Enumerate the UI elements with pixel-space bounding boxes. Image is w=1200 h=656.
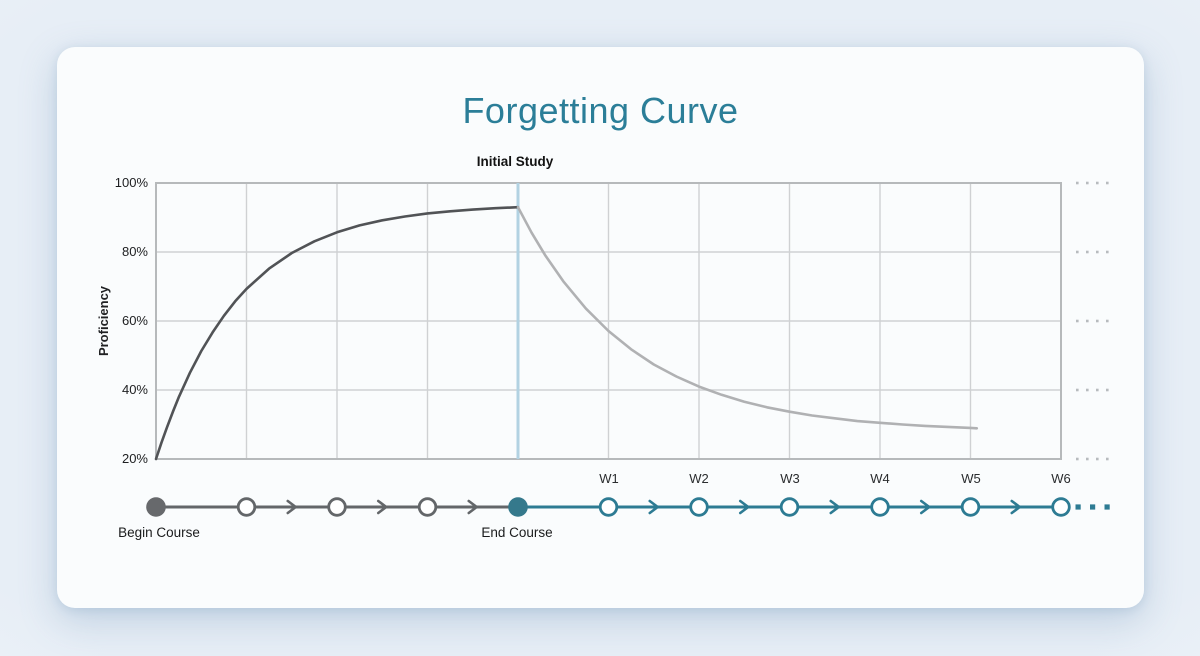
week-label-w2: W2 <box>689 471 709 486</box>
timeline-chevron-icon <box>648 499 660 515</box>
y-tick-20: 20% <box>121 451 148 466</box>
grid-continuation-dot <box>1076 388 1079 392</box>
timeline-chevron-icon <box>738 499 750 515</box>
grid-continuation-dot <box>1086 250 1089 254</box>
grid-continuation-dot <box>1096 388 1099 392</box>
timeline-chevron-icon <box>376 499 388 515</box>
grid-continuation-dot <box>1106 388 1109 392</box>
grid-continuation-dot <box>1086 457 1089 461</box>
timeline-chevron-icon <box>829 499 841 515</box>
timeline-continuation-dot <box>1104 504 1110 510</box>
week-label-w5: W5 <box>961 471 981 486</box>
end-course-label: End Course <box>481 525 553 540</box>
timeline-chevron-icon <box>286 499 298 515</box>
y-tick-40: 40% <box>121 382 148 397</box>
y-tick-80: 80% <box>121 244 148 259</box>
grid-continuation-dot <box>1086 388 1089 392</box>
grid-continuation-dot <box>1096 457 1099 461</box>
week-label-w3: W3 <box>780 471 800 486</box>
grid-continuation-dot <box>1106 250 1109 254</box>
grid-continuation-dot <box>1096 181 1099 185</box>
timeline-continuation-dot <box>1090 504 1096 510</box>
timeline-node <box>779 497 800 517</box>
grid-continuation-dot <box>1086 319 1089 323</box>
grid-continuation-dot <box>1076 319 1079 323</box>
week-label-w6: W6 <box>1051 471 1071 486</box>
timeline-chevron-icon <box>467 499 479 515</box>
grid-continuation-dot <box>1096 250 1099 254</box>
begin-course-label: Begin Course <box>118 525 200 540</box>
timeline-node <box>236 497 257 517</box>
timeline-chevron-icon <box>919 499 931 515</box>
grid-continuation-dot <box>1106 457 1109 461</box>
grid-border <box>155 182 1062 460</box>
y-tick-60: 60% <box>121 313 148 328</box>
grid-continuation-dot <box>1076 181 1079 185</box>
chart-card <box>57 47 1144 608</box>
series-learning-curve <box>154 205 520 461</box>
timeline-node <box>598 497 619 517</box>
grid-continuation-dot <box>1076 457 1079 461</box>
grid-continuation-dot <box>1106 319 1109 323</box>
grid-continuation-dot <box>1096 319 1099 323</box>
timeline-chevron-icon <box>1010 499 1022 515</box>
timeline-node-end <box>508 497 528 517</box>
week-label-w4: W4 <box>870 471 890 486</box>
initial-study-label: Initial Study <box>476 154 554 169</box>
grid-continuation-dot <box>1106 181 1109 185</box>
timeline-node <box>870 497 890 517</box>
timeline-node <box>689 497 709 517</box>
y-tick-100: 100% <box>114 175 148 190</box>
timeline-node-begin <box>146 497 166 517</box>
grid-continuation-dot <box>1076 250 1079 254</box>
grid-continuation-dot <box>1086 181 1089 185</box>
timeline-node <box>960 497 981 517</box>
timeline-node <box>417 497 438 517</box>
chart-title: Forgetting Curve <box>462 90 739 131</box>
timeline-continuation-dot <box>1075 504 1081 510</box>
week-label-w1: W1 <box>599 471 619 486</box>
timeline-node <box>327 497 347 517</box>
series-forgetting-curve <box>516 205 979 430</box>
timeline-node <box>1051 497 1071 517</box>
